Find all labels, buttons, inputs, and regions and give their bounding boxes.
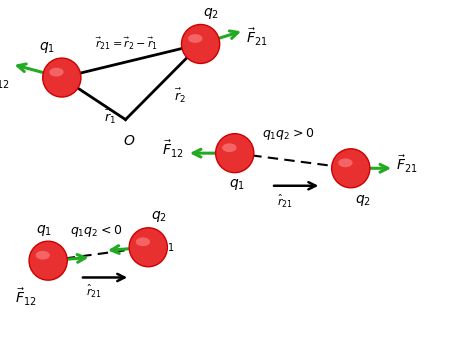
Text: $\vec{r}_1$: $\vec{r}_1$ <box>104 108 116 126</box>
Ellipse shape <box>36 251 50 260</box>
Ellipse shape <box>222 143 237 152</box>
Ellipse shape <box>43 58 81 97</box>
Ellipse shape <box>216 134 254 173</box>
Ellipse shape <box>182 25 220 63</box>
Text: $O$: $O$ <box>123 134 136 148</box>
Text: $q_1$: $q_1$ <box>39 40 55 55</box>
Text: $\vec{F}_{21}$: $\vec{F}_{21}$ <box>246 27 268 48</box>
Text: $\vec{F}_{12}$: $\vec{F}_{12}$ <box>0 70 9 91</box>
Text: $q_2$: $q_2$ <box>203 6 219 21</box>
Text: $\vec{F}_{12}$: $\vec{F}_{12}$ <box>15 287 36 308</box>
Ellipse shape <box>129 228 167 267</box>
Ellipse shape <box>338 159 353 167</box>
Ellipse shape <box>332 149 370 188</box>
Text: $\vec{F}_{12}$: $\vec{F}_{12}$ <box>162 139 184 160</box>
Ellipse shape <box>188 34 202 43</box>
Text: $q_2$: $q_2$ <box>151 209 166 224</box>
Text: $\vec{F}_{21}$: $\vec{F}_{21}$ <box>396 154 418 175</box>
Ellipse shape <box>49 68 64 77</box>
Text: $\hat{r}_{21}$: $\hat{r}_{21}$ <box>277 193 293 210</box>
Text: $q_2$: $q_2$ <box>356 194 371 209</box>
Ellipse shape <box>29 241 67 280</box>
Text: $\vec{r}_2$: $\vec{r}_2$ <box>174 87 186 105</box>
Text: $\hat{r}_{21}$: $\hat{r}_{21}$ <box>86 283 102 300</box>
Text: $q_1$: $q_1$ <box>36 223 53 238</box>
Text: $\vec{F}_{21}$: $\vec{F}_{21}$ <box>153 233 174 254</box>
Text: $q_1$: $q_1$ <box>228 177 245 192</box>
Ellipse shape <box>136 237 150 246</box>
Text: $\vec{r}_{21}=\vec{r}_2-\vec{r}_1$: $\vec{r}_{21}=\vec{r}_2-\vec{r}_1$ <box>95 36 158 52</box>
Text: $q_1q_2>0$: $q_1q_2>0$ <box>262 126 314 142</box>
Text: $q_1q_2<0$: $q_1q_2<0$ <box>70 223 122 239</box>
